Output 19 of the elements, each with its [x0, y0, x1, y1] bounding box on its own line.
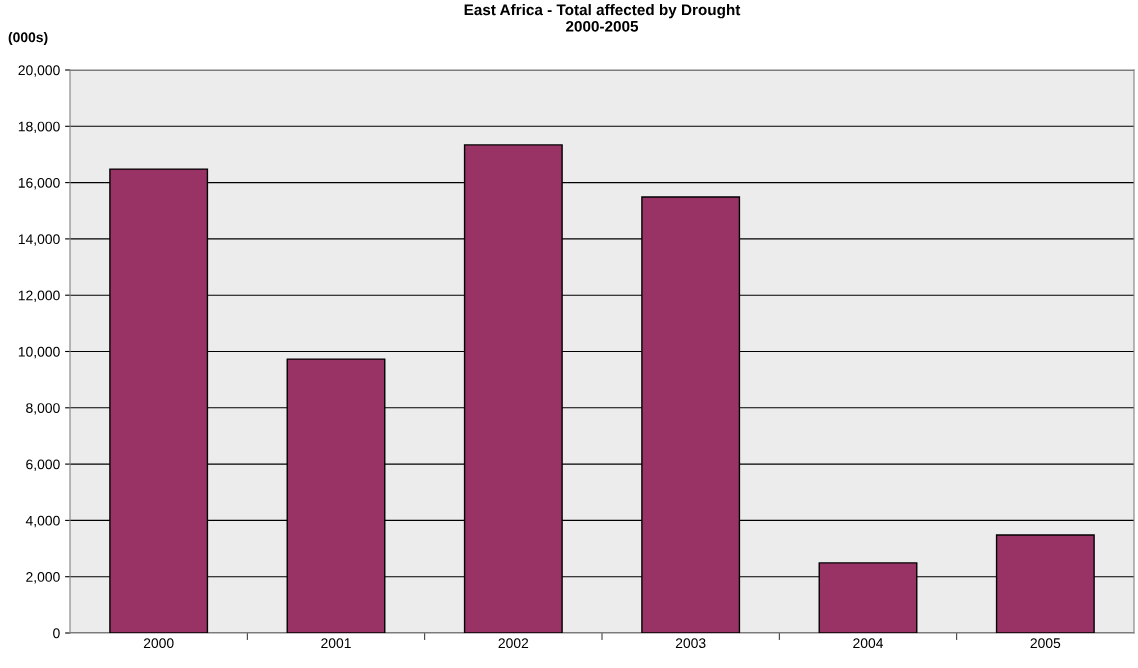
x-tick-label: 2004 [853, 638, 884, 649]
y-tick-label: 16,000 [18, 177, 60, 190]
y-tick-label: 14,000 [18, 234, 60, 246]
y-tick-label: 10,000 [18, 346, 60, 359]
x-tick-label: 2003 [675, 638, 706, 649]
y-tick-label: 0 [53, 628, 60, 639]
y-axis-title: (000s) [8, 32, 48, 45]
y-tick-label: 6,000 [26, 459, 60, 471]
y-tick-label: 8,000 [26, 403, 60, 415]
y-tick-label: 12,000 [18, 290, 60, 303]
x-tick-label: 2002 [498, 638, 529, 649]
y-tick-label: 20,000 [18, 65, 60, 77]
x-tick-label: 2005 [1030, 638, 1061, 649]
y-tick-label: 4,000 [25, 515, 60, 528]
y-tick-label: 2,000 [26, 572, 60, 584]
chart-title: East Africa - Total affected by Drought 2000-2005 [464, 4, 741, 32]
y-tick-label: 18,000 [18, 121, 60, 134]
x-tick-label: 2000 [143, 638, 174, 649]
x-tick-label: 2001 [321, 638, 351, 649]
